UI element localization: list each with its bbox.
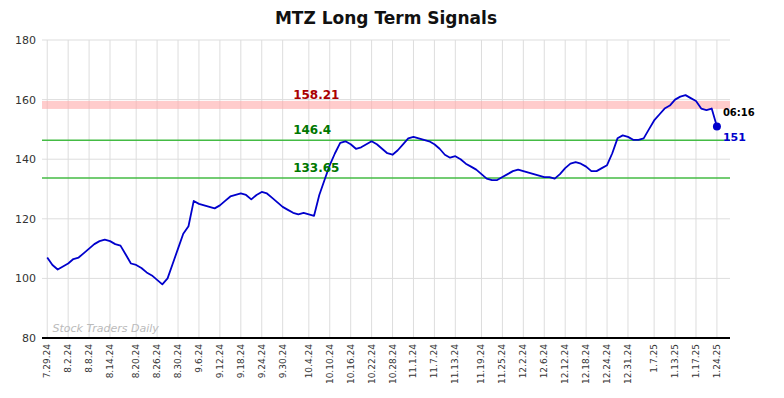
chart: 80 100 120 140 160 180 7.29.24 8.2.24 8.8.24 8.14… (0, 0, 784, 398)
y-tick-label: 80 (22, 332, 36, 345)
x-tick-label: 10.10.24 (325, 344, 335, 384)
x-tick-label: 9.12.24 (215, 344, 225, 379)
x-axis-line (42, 337, 730, 339)
end-dot (713, 122, 721, 130)
x-tick-label: 12.6.24 (539, 344, 549, 379)
x-grid-line (523, 40, 524, 338)
x-tick-label: 11.19.24 (476, 344, 486, 384)
reference-lines (42, 101, 730, 178)
x-grid-line (654, 40, 655, 338)
x-tick-label: 10.16.24 (346, 344, 356, 384)
y-grid-line (42, 338, 730, 339)
x-tick-label: 8.8.24 (84, 344, 94, 373)
x-grid-line (586, 40, 587, 338)
x-grid-line (261, 40, 262, 338)
x-tick-label: 11.25.24 (497, 344, 507, 384)
x-tick-label: 9.24.24 (257, 344, 267, 379)
x-tick-label: 11.7.24 (429, 344, 439, 379)
x-tick-label: 9.18.24 (236, 344, 246, 379)
x-grid-line (607, 40, 608, 338)
y-grid-line (42, 99, 730, 100)
reference-line (42, 177, 730, 179)
x-grid-line (329, 40, 330, 338)
y-grid-line (42, 40, 730, 41)
price-line (47, 95, 717, 284)
x-grid-line (89, 40, 90, 338)
x-grid-line (502, 40, 503, 338)
annotation: 146.4 (293, 123, 331, 137)
x-tick-label: 12.2.24 (518, 344, 528, 379)
x-grid-line (455, 40, 456, 338)
x-grid-line (544, 40, 545, 338)
x-tick-label: 12.31.24 (623, 344, 633, 384)
x-grid-line (219, 40, 220, 338)
x-tick-label: 12.12.24 (560, 344, 570, 384)
x-tick-label: 9.6.24 (194, 344, 204, 373)
x-tick-label: 9.30.24 (278, 344, 288, 379)
x-grid-line (392, 40, 393, 338)
x-grid-line (178, 40, 179, 338)
x-tick-label: 1.13.25 (670, 344, 680, 378)
x-grid-line (434, 40, 435, 338)
background (0, 0, 784, 398)
x-tick-label: 7.29.24 (42, 344, 52, 379)
end-value-label: 151 (723, 131, 746, 144)
x-grid-line (198, 40, 199, 338)
y-grid-line (42, 218, 730, 219)
x-grid-line (240, 40, 241, 338)
x-tick-label: 8.14.24 (105, 344, 115, 379)
y-tick-label: 140 (15, 153, 36, 166)
x-grid-line (157, 40, 158, 338)
x-grid-line (627, 40, 628, 338)
x-tick-label: 12.18.24 (581, 344, 591, 384)
x-grid-line (110, 40, 111, 338)
x-tick-label: 10.4.24 (304, 344, 314, 379)
x-tick-label: 1.7.25 (649, 344, 659, 373)
x-grid-line (481, 40, 482, 338)
annotation: 133.65 (293, 161, 339, 175)
x-tick-label: 1.24.25 (712, 344, 722, 378)
x-grid-line (413, 40, 414, 338)
x-tick-label: 8.26.24 (152, 344, 162, 379)
y-tick-label: 180 (15, 34, 36, 47)
x-grid-line (716, 40, 717, 338)
annotation: 158.21 (293, 88, 339, 102)
y-tick-label: 160 (15, 94, 36, 107)
x-grid-line (565, 40, 566, 338)
reference-line (42, 139, 730, 141)
x-tick-label: 11.13.24 (450, 344, 460, 384)
x-grid-line (136, 40, 137, 338)
x-grid-line (68, 40, 69, 338)
x-grid-line (371, 40, 372, 338)
x-tick-label: 8.30.24 (173, 344, 183, 379)
title: MTZ Long Term Signals (275, 8, 497, 28)
x-tick-label: 12.24.24 (602, 344, 612, 384)
x-grid-line (695, 40, 696, 338)
x-grid-line (282, 40, 283, 338)
x-grid-line (308, 40, 309, 338)
x-tick-label: 10.22.24 (367, 344, 377, 384)
end-time-label: 06:16 (723, 107, 755, 118)
x-grid-line (47, 40, 48, 338)
watermark: Stock Traders Daily (52, 322, 159, 335)
y-grid-line (42, 159, 730, 160)
y-tick-label: 100 (15, 272, 36, 285)
x-tick-label: 8.2.24 (63, 344, 73, 373)
series (47, 95, 717, 284)
reference-band (42, 101, 730, 109)
x-tick-label: 11.1.24 (408, 344, 418, 379)
y-tick-label: 120 (15, 213, 36, 226)
x-grid-line (350, 40, 351, 338)
x-grid-line (675, 40, 676, 338)
x-tick-label: 8.20.24 (131, 344, 141, 379)
grid (42, 40, 730, 338)
x-tick-label: 10.28.24 (388, 344, 398, 384)
y-grid-line (42, 278, 730, 279)
x-tick-label: 1.17.25 (691, 344, 701, 378)
